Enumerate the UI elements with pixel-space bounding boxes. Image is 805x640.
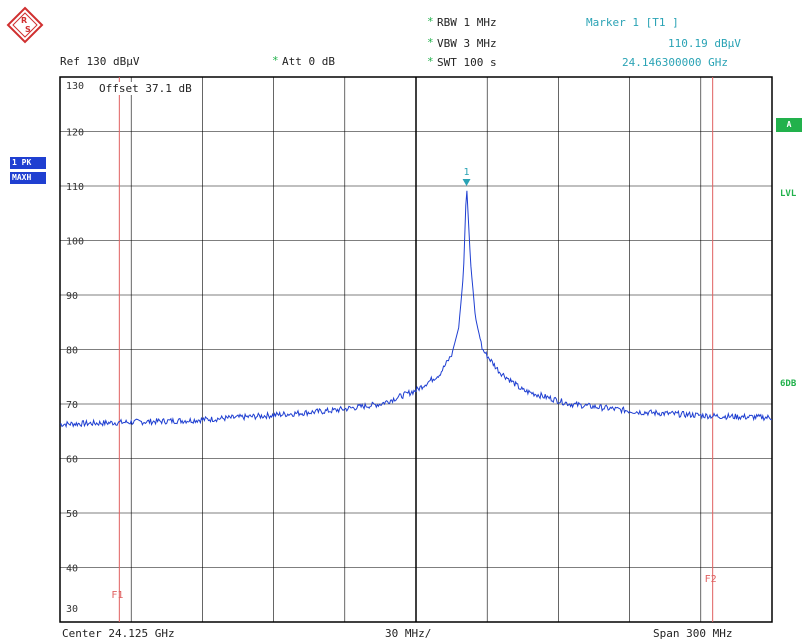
sweep-time: SWT 100 s <box>437 56 497 69</box>
chart-grid <box>59 76 773 623</box>
svg-text:S: S <box>25 25 31 34</box>
trace-detector-badge: 1 PK <box>10 157 46 169</box>
y-tick-label: 50 <box>66 509 78 520</box>
y-tick-label: 100 <box>66 237 84 248</box>
svg-text:R: R <box>21 16 27 25</box>
marker-label: 1 <box>464 167 470 178</box>
y-tick-label: 90 <box>66 291 78 302</box>
marker-title: Marker 1 [T1 ] <box>586 16 679 29</box>
swt-star: * <box>427 55 434 68</box>
limit-line-label: F2 <box>705 574 717 585</box>
frequency-span: Span 300 MHz <box>653 627 733 640</box>
rbw-star: * <box>427 15 434 28</box>
attenuation: Att 0 dB <box>282 55 335 68</box>
ref-level: Ref 130 dBµV <box>60 55 140 68</box>
frequency-per-division: 30 MHz/ <box>385 627 432 640</box>
y-tick-label: 70 <box>66 400 78 411</box>
marker-level: 110.19 dBµV <box>668 37 741 50</box>
lvl-indicator: LVL <box>780 189 797 199</box>
rohde-schwarz-logo-icon: R S <box>6 6 44 44</box>
limit-line-label: F1 <box>111 590 123 601</box>
center-frequency: Center 24.125 GHz <box>62 627 175 640</box>
ref-offset: Offset 37.1 dB <box>98 82 193 95</box>
att-star: * <box>272 54 279 67</box>
y-tick-label: 120 <box>66 128 84 139</box>
y-tick-label: 80 <box>66 346 78 357</box>
vbw-value: VBW 3 MHz <box>437 37 497 50</box>
y-tick-label: 60 <box>66 455 78 466</box>
y-tick-label: 30 <box>66 604 78 615</box>
vbw-star: * <box>427 36 434 49</box>
limit-lines: F1 F2 <box>111 77 717 622</box>
marker-triangle-icon <box>462 178 471 186</box>
rbw-value: RBW 1 MHz <box>437 16 497 29</box>
y-tick-label: 130 <box>66 81 84 92</box>
y-tick-label: 110 <box>66 182 84 193</box>
marker-frequency: 24.146300000 GHz <box>622 56 728 69</box>
y-tick-label: 40 <box>66 564 78 575</box>
trace-mode-badge: MAXH <box>10 172 46 184</box>
tick-labels: 130 120 110 100 90 80 70 60 50 40 30 <box>66 81 84 615</box>
trace-layer <box>59 190 773 429</box>
sixdb-indicator: 6DB <box>780 379 797 389</box>
input-a-badge: A <box>776 118 802 132</box>
marker-layer: 1 <box>462 167 471 186</box>
spectrum-trace <box>59 190 773 429</box>
